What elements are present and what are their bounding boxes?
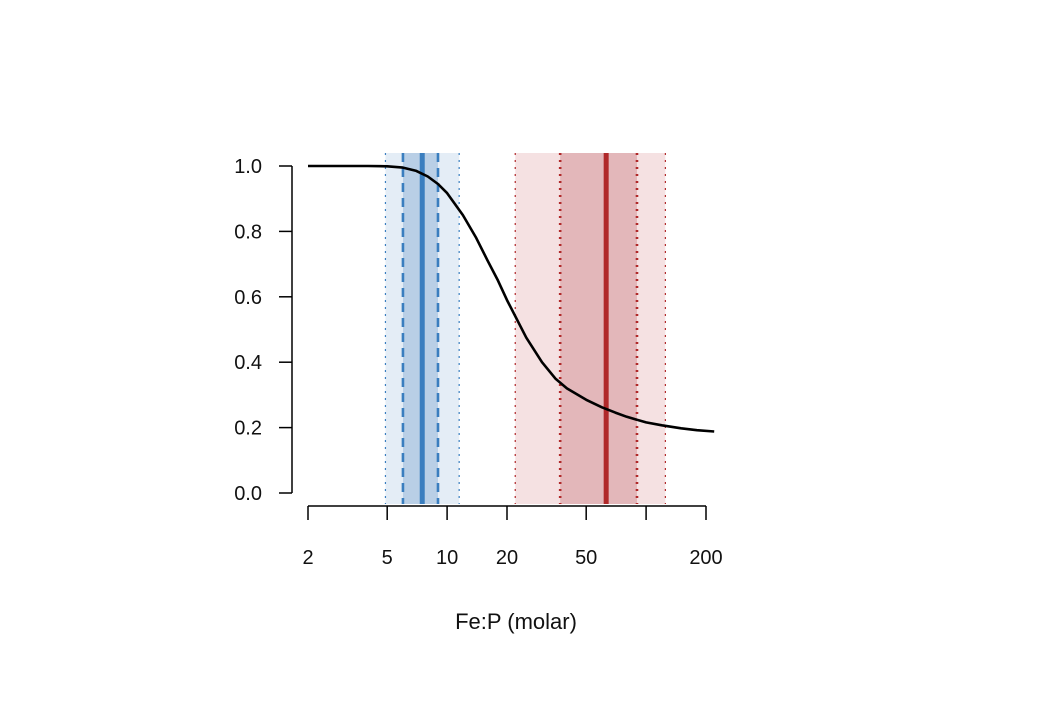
y-tick-label: 0.8 bbox=[234, 221, 262, 243]
y-tick-label: 0.0 bbox=[234, 483, 262, 505]
y-tick-label: 0.4 bbox=[234, 352, 262, 374]
highlight-bands bbox=[384, 153, 666, 504]
x-tick-label: 50 bbox=[575, 547, 597, 569]
curve-line-0 bbox=[308, 164, 715, 433]
x-axis: 2 5 10 20 50 200 bbox=[302, 505, 723, 569]
x-tick-label: 2 bbox=[302, 547, 313, 569]
x-tick-label: 5 bbox=[382, 547, 393, 569]
x-tick-label: 200 bbox=[689, 547, 722, 569]
x-axis-title: Fe:P (molar) bbox=[455, 609, 577, 634]
red-inner-band bbox=[560, 153, 637, 504]
y-axis: 0.0 0.2 0.4 0.6 0.8 1.0 bbox=[234, 156, 293, 505]
curve-layer bbox=[308, 164, 715, 433]
y-tick-label: 1.0 bbox=[234, 156, 262, 178]
y-tick-label: 0.2 bbox=[234, 418, 262, 440]
x-tick-label: 10 bbox=[436, 547, 458, 569]
y-tick-label: 0.6 bbox=[234, 287, 262, 309]
x-tick-label: 20 bbox=[496, 547, 518, 569]
